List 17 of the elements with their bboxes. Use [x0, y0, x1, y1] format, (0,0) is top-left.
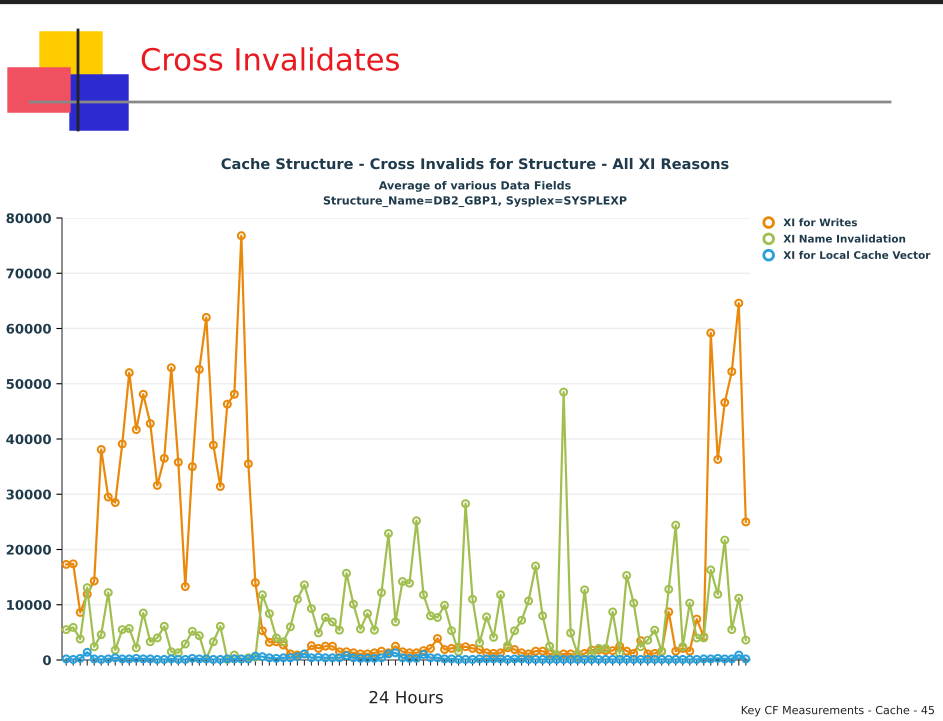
legend-label: XI for Local Cache Vector — [783, 250, 930, 259]
y-tick-label: 70000 — [6, 268, 51, 278]
y-tick-label: 60000 — [6, 324, 51, 334]
y-tick-label: 80000 — [6, 213, 51, 224]
y-tick-label: 0 — [43, 655, 51, 666]
text: Key CF Measurements - Cache - 45 — [742, 706, 934, 716]
legend-label: XI for Writes — [783, 218, 857, 226]
y-tick-label: 10000 — [7, 600, 51, 610]
chart-title: Cache Structure - Cross Invalids for Structure - All XI Reasons — [222, 158, 728, 170]
chart-subtitle: Average of various Data Fields Structure_Name=DB2_GBP1, Sysplex=SYSPLEXP — [324, 180, 627, 208]
y-tick-label: 30000 — [6, 489, 51, 500]
text: Cross Invalidates — [142, 47, 399, 71]
y-tick-label: 20000 — [6, 544, 51, 555]
y-tick-label: 50000 — [6, 378, 51, 389]
x-axis-title: 24 Hours — [370, 690, 443, 704]
y-tick-label: 40000 — [6, 434, 51, 444]
legend-label: XI Name Invalidation — [783, 234, 906, 243]
